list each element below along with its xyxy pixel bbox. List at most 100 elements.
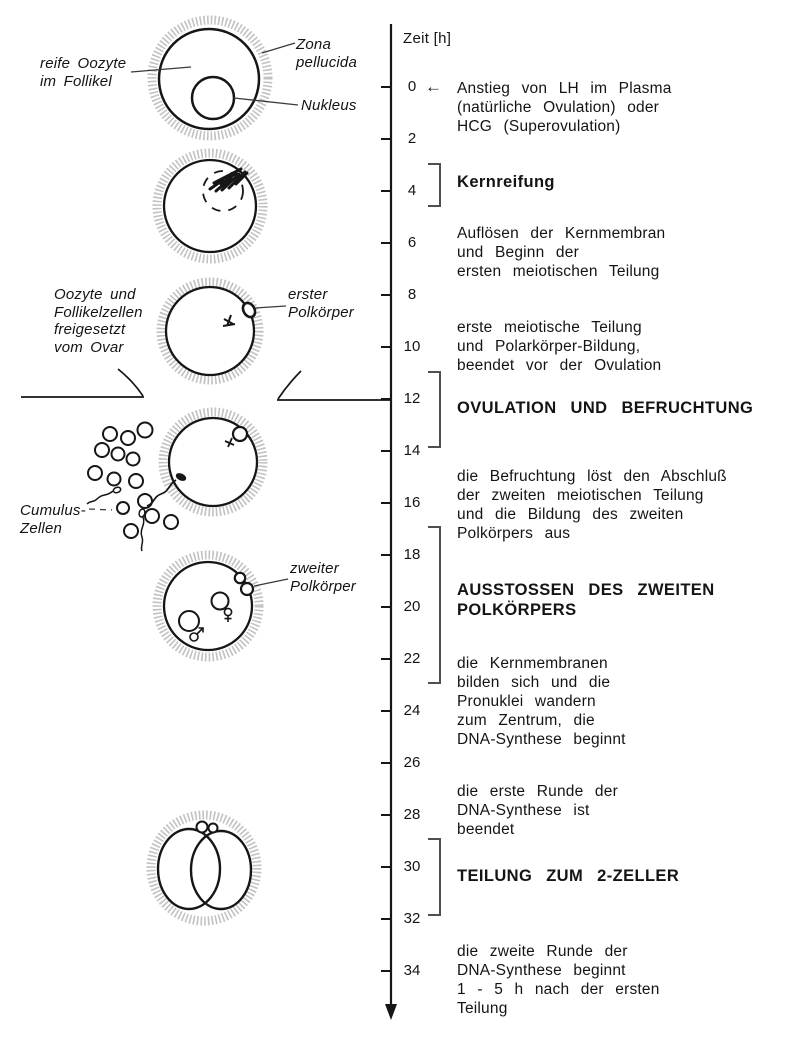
- bracket-ovulation-befruchtung: [428, 371, 441, 448]
- cumulus-cell-circles: [87, 421, 179, 539]
- female-pronucleus: [210, 591, 230, 611]
- axis-tick-14: [381, 450, 391, 452]
- blastomere-right: [189, 829, 253, 911]
- axis-tick-10: [381, 346, 391, 348]
- cell-label-oozyte-freigesetzt: Oozyte und Follikelzellen freigesetzt vo…: [54, 286, 143, 356]
- axis-tick-label-18: 18: [403, 546, 421, 563]
- two-cell-embryo-illustration: [146, 810, 262, 926]
- cell-label-reife-oozyte: reife Oozyte im Follikel: [40, 55, 127, 90]
- lh-arrow-icon: ←: [425, 77, 442, 96]
- axis-label: Zeit [h]: [403, 30, 452, 47]
- axis-tick-label-0: 0: [407, 78, 417, 95]
- fertilization-illustration: [86, 407, 268, 552]
- second-polar-body-1: [233, 571, 247, 585]
- cell-label-zona-pellucida: Zona pellucida: [296, 36, 358, 71]
- axis-tick-24: [381, 710, 391, 712]
- polar-body-2: [207, 822, 219, 834]
- oocyte-membrane: [162, 158, 258, 254]
- cell-label-erster-polkoerper: erster Polkörper: [288, 286, 354, 321]
- axis-tick-label-6: 6: [407, 234, 417, 251]
- axis-tick-label-16: 16: [403, 494, 421, 511]
- bracket-kernreifung: [428, 163, 441, 207]
- annotation-teilung-2-zeller: TEILUNG ZUM 2-ZELLER: [457, 867, 680, 885]
- axis-tick-18: [381, 554, 391, 556]
- cell-label-cumulus-zellen: Cumulus- Zellen: [20, 502, 86, 537]
- axis-tick-label-14: 14: [403, 442, 421, 459]
- zona-pellucida-ring: [152, 550, 264, 662]
- cell-label-nukleus: Nukleus: [301, 97, 357, 114]
- oviduct-funnel-lines: [21, 368, 390, 401]
- pointer-lines-cell1: [130, 42, 299, 106]
- male-symbol-icon: [189, 627, 204, 642]
- bracket-teilung-2-zeller: [428, 838, 441, 916]
- annotation-lh-anstieg: Anstieg von LH im Plasma (natürliche Ovu…: [457, 80, 672, 135]
- oocyte-membrane: [162, 560, 254, 652]
- annotation-erste-meiotische-teilung: erste meiotische Teilung und Polarkörper…: [457, 319, 662, 374]
- annotation-befruchtung-abschluss: die Befruchtung löst den Abschluß der zw…: [457, 468, 727, 542]
- free-sperm: [86, 486, 146, 552]
- bracket-ausstossen-polkoerper: [428, 526, 441, 684]
- axis-tick-12: [381, 398, 391, 400]
- axis-tick-label-28: 28: [403, 806, 421, 823]
- dissolving-nuclear-membrane: [202, 170, 244, 212]
- axis-tick-8: [381, 294, 391, 296]
- ovulated-oocyte-illustration: [156, 277, 287, 385]
- kernreifung-oocyte-illustration: [152, 148, 268, 264]
- axis-tick-16: [381, 502, 391, 504]
- blastomere-left: [156, 827, 222, 911]
- annotation-zweite-runde-dna: die zweite Runde der DNA-Synthese beginn…: [457, 943, 660, 1017]
- axis-tick-label-8: 8: [407, 286, 417, 303]
- axis-tick-22: [381, 658, 391, 660]
- axis-tick-label-32: 32: [403, 910, 421, 927]
- male-pronucleus: [178, 610, 200, 632]
- second-polar-body-2: [239, 581, 255, 597]
- oocyte-membrane: [164, 285, 256, 377]
- axis-tick-label-34: 34: [403, 962, 421, 979]
- oocyte-membrane: [167, 416, 259, 508]
- axis-tick-20: [381, 606, 391, 608]
- zona-pellucida-ring: [146, 810, 262, 926]
- fertilizing-sperm-head: [175, 473, 187, 481]
- zona-pellucida-ring: [147, 15, 273, 141]
- axis-tick-label-26: 26: [403, 754, 421, 771]
- cell-label-zweiter-polkoerper: zweiter Polkörper: [290, 560, 356, 595]
- time-axis-line: [385, 24, 397, 1020]
- annotation-ovulation-befruchtung: OVULATION UND BEFRUCHTUNG: [457, 399, 754, 417]
- axis-tick-4: [381, 190, 391, 192]
- axis-tick-26: [381, 762, 391, 764]
- annotation-kernmembran-aufloesen: Auflösen der Kernmembran und Beginn der …: [457, 225, 666, 280]
- axis-tick-32: [381, 918, 391, 920]
- pointer-line-zweiter-polkoerper: [253, 578, 289, 587]
- annotation-ausstossen-polkoerper: AUSSTOSSEN DES ZWEITEN POLKÖRPERS: [457, 581, 715, 619]
- axis-arrowhead-icon: [385, 1004, 397, 1020]
- pointer-line-zona-pellucida: [261, 42, 296, 54]
- axis-tick-label-10: 10: [403, 338, 421, 355]
- funnel-curve-right: [277, 370, 302, 400]
- axis-tick-2: [381, 138, 391, 140]
- axis-tick-0: [381, 86, 391, 88]
- condensed-chromosomes: [208, 167, 249, 193]
- funnel-curve-left: [117, 368, 144, 397]
- pointer-line-erster-polkoerper: [254, 305, 287, 309]
- spindle-chromosomes: [224, 437, 235, 448]
- annotation-kernmembranen-bilden: die Kernmembranen bilden sich und die Pr…: [457, 655, 626, 748]
- axis-tick-label-22: 22: [403, 650, 421, 667]
- pointer-line-cumulus: [88, 508, 113, 511]
- zona-pellucida-ring: [158, 407, 268, 517]
- first-polar-body: [241, 301, 257, 319]
- annotation-erste-runde-dna: die erste Runde der DNA-Synthese ist bee…: [457, 783, 618, 838]
- zona-pellucida-ring: [152, 148, 268, 264]
- annotation-kernreifung: Kernreifung: [457, 173, 555, 191]
- axis-tick-label-20: 20: [403, 598, 421, 615]
- axis-tick-label-24: 24: [403, 702, 421, 719]
- female-symbol-icon: [223, 607, 233, 622]
- axis-tick-label-12: 12: [403, 390, 421, 407]
- pointer-line-reife-oozyte: [130, 66, 192, 73]
- axis-tick-28: [381, 814, 391, 816]
- oocyte-membrane: [157, 27, 261, 131]
- pronuclei-oocyte-illustration: [152, 550, 289, 662]
- axis-tick-30: [381, 866, 391, 868]
- axis-tick-34: [381, 970, 391, 972]
- nucleus-circle: [190, 75, 236, 121]
